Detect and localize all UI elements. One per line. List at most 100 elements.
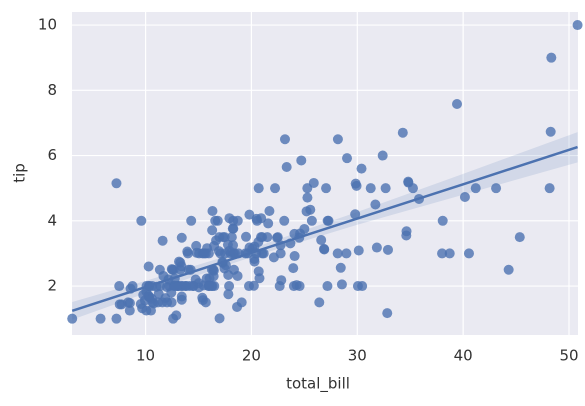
point (176, 232, 187, 243)
point (514, 232, 525, 243)
point (141, 305, 152, 316)
point (319, 243, 330, 254)
y-tick-label: 4 (47, 211, 57, 229)
point (157, 235, 168, 246)
point (332, 134, 343, 145)
point (210, 215, 221, 226)
point (370, 199, 381, 210)
point (243, 281, 254, 292)
point (136, 215, 147, 226)
point (341, 248, 352, 259)
regression-line (71, 145, 578, 313)
point (116, 299, 127, 310)
point (206, 281, 217, 292)
point (306, 215, 317, 226)
point (316, 235, 327, 246)
point (111, 313, 122, 324)
point (353, 245, 364, 256)
point (227, 223, 238, 234)
point (470, 183, 481, 194)
point (382, 308, 393, 319)
point (403, 177, 414, 188)
point (272, 232, 283, 243)
point (371, 242, 382, 253)
point (224, 281, 235, 292)
point (397, 127, 408, 138)
point (463, 248, 474, 259)
point (314, 297, 325, 308)
y-tick-label: 8 (47, 81, 57, 99)
point (459, 191, 470, 202)
point (281, 161, 292, 172)
point (186, 215, 197, 226)
point (279, 215, 290, 226)
point (264, 206, 275, 217)
point (382, 244, 393, 255)
point (322, 281, 333, 292)
point (263, 218, 274, 229)
y-tick-label: 10 (38, 16, 57, 34)
point (546, 52, 557, 63)
point (241, 231, 252, 242)
point (95, 313, 106, 324)
point (452, 99, 463, 110)
point (207, 206, 218, 217)
confidence-band (72, 132, 578, 320)
point (232, 301, 243, 312)
point (377, 150, 388, 161)
point (342, 153, 353, 164)
point (138, 289, 149, 300)
point (124, 305, 135, 316)
point (255, 232, 266, 243)
point (148, 298, 159, 309)
point (175, 257, 186, 268)
point (157, 297, 168, 308)
point (209, 240, 220, 251)
point (254, 273, 265, 284)
point (296, 155, 307, 166)
point (302, 192, 313, 203)
point (350, 178, 361, 189)
point (572, 20, 583, 31)
point (336, 279, 347, 290)
point (114, 281, 125, 292)
point (289, 251, 300, 262)
point (252, 215, 263, 226)
point (365, 183, 376, 194)
point (232, 215, 243, 226)
point (214, 313, 225, 324)
point (491, 183, 502, 194)
x-tick-label: 10 (136, 347, 155, 365)
y-tick-label: 2 (47, 277, 57, 295)
point (182, 248, 193, 259)
point (168, 313, 179, 324)
point (187, 281, 198, 292)
point (352, 281, 363, 292)
x-tick-label: 50 (559, 347, 578, 365)
point (321, 183, 332, 194)
point (299, 223, 310, 234)
point (350, 209, 361, 220)
point (176, 294, 187, 305)
point (175, 264, 186, 275)
point (67, 313, 78, 324)
point (301, 206, 312, 217)
point (279, 134, 290, 145)
point (199, 248, 210, 259)
point (444, 248, 455, 259)
point (332, 248, 343, 259)
point (437, 248, 448, 259)
point (268, 252, 279, 263)
x-tick-label: 30 (348, 347, 367, 365)
point (232, 270, 243, 281)
point (111, 178, 122, 189)
point (207, 225, 218, 236)
x-tick-label: 20 (242, 347, 261, 365)
point (544, 183, 555, 194)
point (226, 232, 237, 243)
point (545, 126, 556, 137)
y-tick-label: 6 (47, 146, 57, 164)
point (335, 262, 346, 273)
point (323, 215, 334, 226)
